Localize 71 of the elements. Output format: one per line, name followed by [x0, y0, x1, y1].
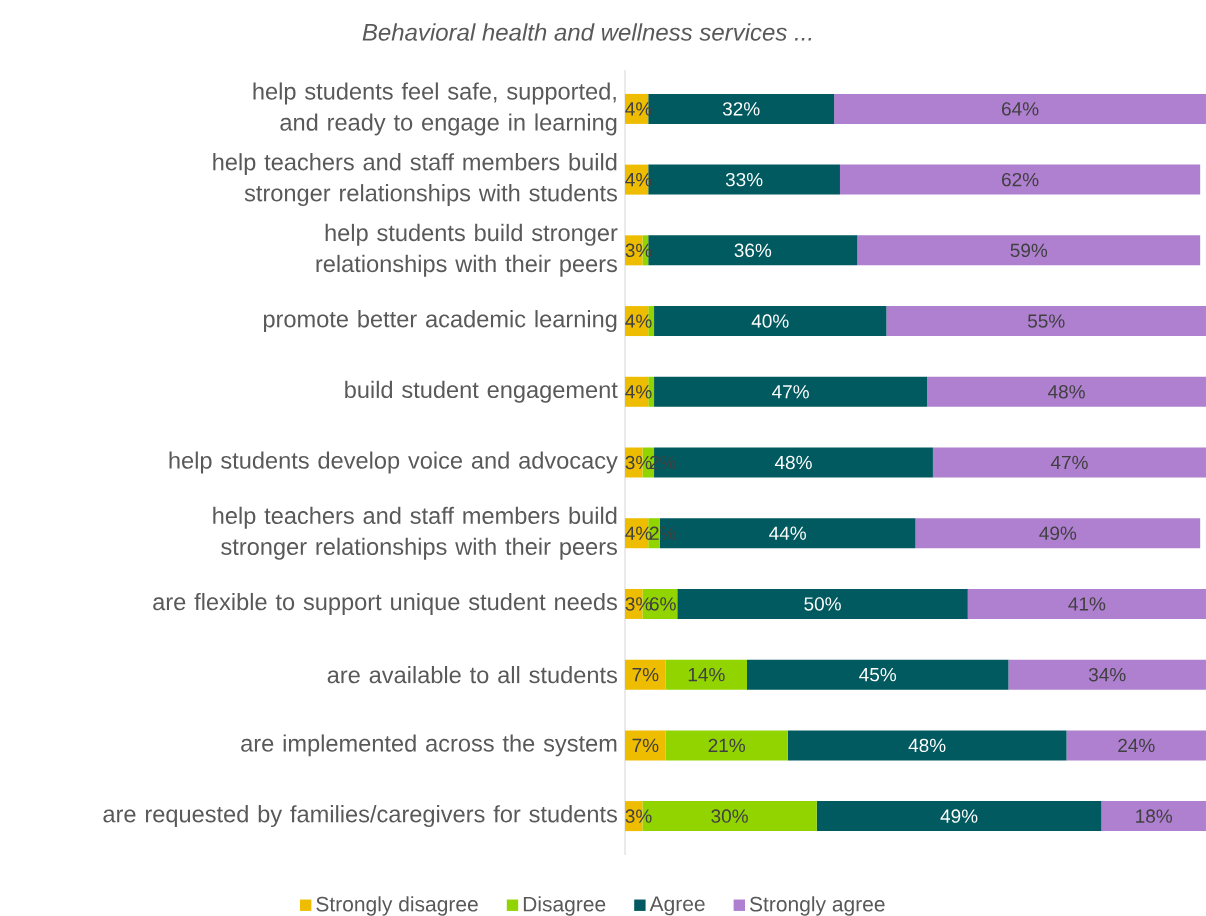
legend-label: Strongly disagree — [316, 896, 478, 916]
bar — [665, 659, 747, 690]
bar — [1101, 801, 1206, 832]
data-label: 62% — [1002, 172, 1039, 187]
y-tick-label: build student engagement — [345, 380, 618, 403]
bar — [967, 588, 1206, 619]
y-tick-label: help teachers and staff members build stronger relationships with students — [213, 153, 617, 207]
data-label: 32% — [722, 102, 760, 116]
data-label: 55% — [1027, 314, 1065, 328]
legend-label: Agree — [649, 896, 705, 916]
legend-label: Strongly agree — [749, 896, 885, 916]
bar — [857, 235, 1201, 266]
bar — [625, 730, 666, 761]
bar — [654, 376, 928, 407]
data-label: 7% — [632, 738, 659, 753]
data-label: 48% — [908, 738, 946, 753]
data-label: 7% — [632, 668, 659, 682]
data-label: 6% — [649, 597, 676, 611]
y-tick-label: are implemented across the system — [241, 734, 617, 757]
bar — [787, 730, 1067, 761]
y-tick-label: are requested by families/caregivers for students — [103, 805, 617, 828]
data-label: 21% — [708, 738, 746, 753]
data-label: 50% — [804, 597, 841, 611]
data-label: 33% — [725, 172, 763, 187]
data-label: 18% — [1136, 809, 1173, 823]
y-tick-label: help students feel safe, supported, and ready to engage in learning — [253, 82, 617, 136]
bar — [625, 659, 666, 690]
data-label: 48% — [774, 455, 812, 470]
bar — [839, 164, 1201, 195]
bar — [927, 376, 1206, 407]
bar — [665, 730, 788, 761]
data-label: 47% — [772, 385, 809, 399]
data-label: 41% — [1068, 597, 1106, 611]
data-label: 4% — [625, 526, 652, 540]
data-label: 45% — [859, 667, 897, 682]
data-label: 44% — [769, 526, 807, 540]
bar — [1008, 659, 1206, 690]
bar — [932, 447, 1206, 478]
bar — [654, 306, 887, 337]
data-label: 3% — [625, 455, 652, 470]
y-tick-label: are flexible to support unique student needs — [153, 592, 617, 615]
data-label: 30% — [711, 809, 748, 823]
data-label: 3% — [625, 597, 652, 611]
data-label: 36% — [734, 243, 772, 258]
data-label: 49% — [1039, 526, 1077, 540]
data-label: 14% — [688, 668, 725, 682]
data-label: 48% — [1047, 385, 1085, 399]
y-tick-label: are available to all students — [327, 666, 618, 684]
y-tick-label: promote better academic learning — [263, 310, 617, 333]
bar — [886, 306, 1206, 337]
data-label: 59% — [1010, 243, 1048, 258]
data-label: 24% — [1118, 738, 1155, 753]
bar — [816, 801, 1102, 832]
data-label: 47% — [1050, 455, 1088, 470]
data-label: 34% — [1088, 667, 1126, 682]
bar — [747, 659, 1009, 690]
bar — [834, 93, 1206, 124]
data-label: 4% — [625, 385, 652, 399]
data-label: 4% — [625, 314, 652, 328]
bar — [677, 588, 968, 619]
data-label: 64% — [1002, 102, 1039, 116]
data-label: 49% — [940, 809, 978, 823]
bar — [1066, 730, 1206, 761]
chart-title: Behavioral health and wellness services ... — [362, 23, 812, 41]
bar — [915, 518, 1201, 549]
y-tick-label: help students build stronger relationships with their peers — [316, 223, 618, 277]
legend-label: Disagree — [523, 896, 606, 916]
y-tick-label: help students develop voice and advocacy — [169, 451, 618, 474]
data-label: 40% — [751, 314, 789, 328]
y-tick-label: help teachers and staff members build stronger relationships with their peers — [213, 506, 617, 560]
data-label: 3% — [625, 809, 652, 823]
